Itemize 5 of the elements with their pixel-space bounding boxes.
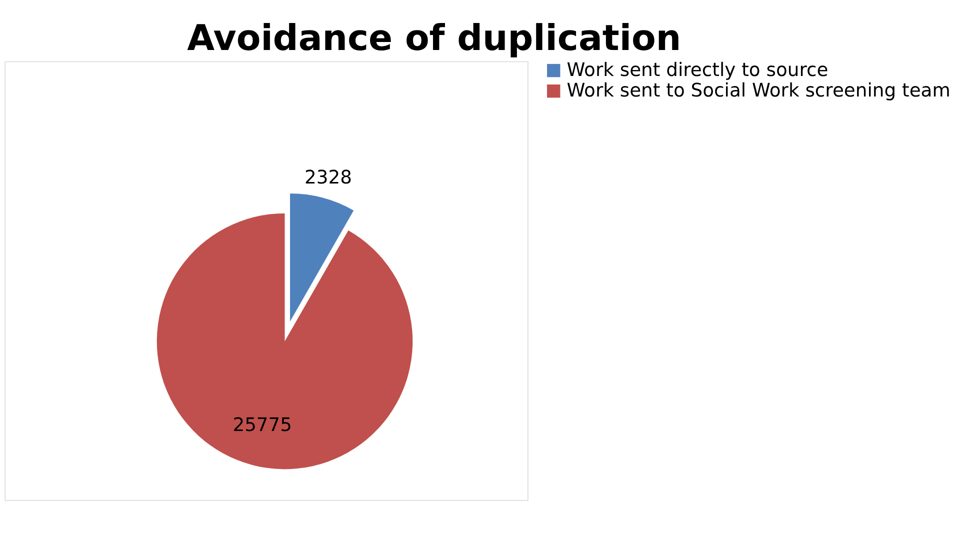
data-label: 2328 [304,168,352,189]
legend-label: Work sent to Social Work screening team [566,80,950,102]
legend-label: Work sent directly to source [566,60,828,82]
chart-title: Avoidance of duplication [187,18,682,60]
data-label: 25775 [232,414,292,436]
